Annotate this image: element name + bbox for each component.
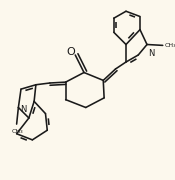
Text: N: N [20, 105, 26, 114]
Text: CH₃: CH₃ [12, 129, 23, 134]
Text: O: O [66, 47, 75, 57]
Text: N: N [148, 49, 154, 58]
Text: CH₃: CH₃ [164, 43, 175, 48]
